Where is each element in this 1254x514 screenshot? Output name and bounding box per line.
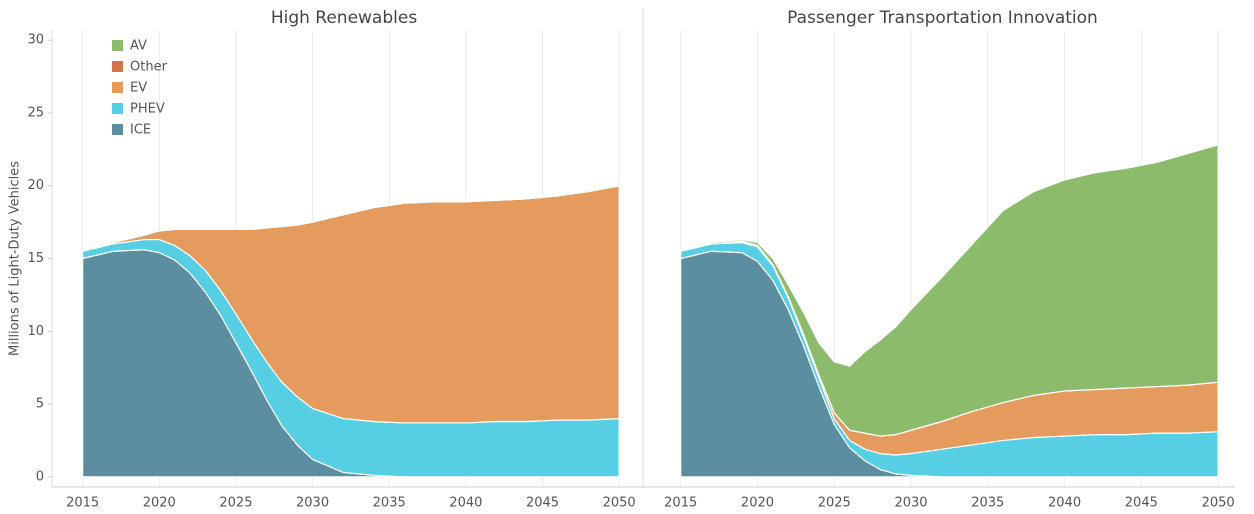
x-tick-label: 2015 [66,496,99,511]
x-tick-label: 2030 [296,496,329,511]
area-av [82,185,620,251]
x-tick-label: 2045 [526,496,559,511]
y-tick-label: 5 [36,397,44,412]
panel-title: High Renewables [271,8,418,28]
y-tick-label: 15 [27,251,44,266]
x-tick-label: 2015 [664,496,697,511]
area-av [680,144,1219,437]
y-tick-label: 10 [27,324,44,339]
legend-label: ICE [130,123,151,138]
y-tick-label: 0 [36,469,44,484]
x-tick-label: 2025 [219,496,252,511]
x-tick-label: 2030 [894,496,927,511]
legend-label: AV [130,39,147,54]
legend-swatch [112,40,123,51]
legend-swatch [112,103,123,114]
x-tick-label: 2020 [143,496,176,511]
legend-swatch [112,124,123,135]
x-tick-label: 2040 [449,496,482,511]
x-tick-label: 2035 [971,496,1004,511]
y-tick-label: 25 [27,105,44,120]
y-tick-label: 20 [27,178,44,193]
y-tick-label: 30 [27,33,44,48]
legend-swatch [112,61,123,72]
x-tick-label: 2050 [603,496,636,511]
x-tick-label: 2025 [818,496,851,511]
legend-label: PHEV [130,102,165,117]
x-tick-label: 2035 [373,496,406,511]
x-tick-label: 2045 [1125,496,1158,511]
legend-swatch [112,82,123,93]
x-tick-label: 2020 [741,496,774,511]
legend-label: EV [130,81,147,96]
panel-title: Passenger Transportation Innovation [787,8,1098,28]
y-axis-label: Millions of Light-Duty Vehicles [8,161,23,356]
x-tick-label: 2050 [1202,496,1235,511]
x-tick-label: 2040 [1048,496,1081,511]
legend-label: Other [130,60,168,75]
